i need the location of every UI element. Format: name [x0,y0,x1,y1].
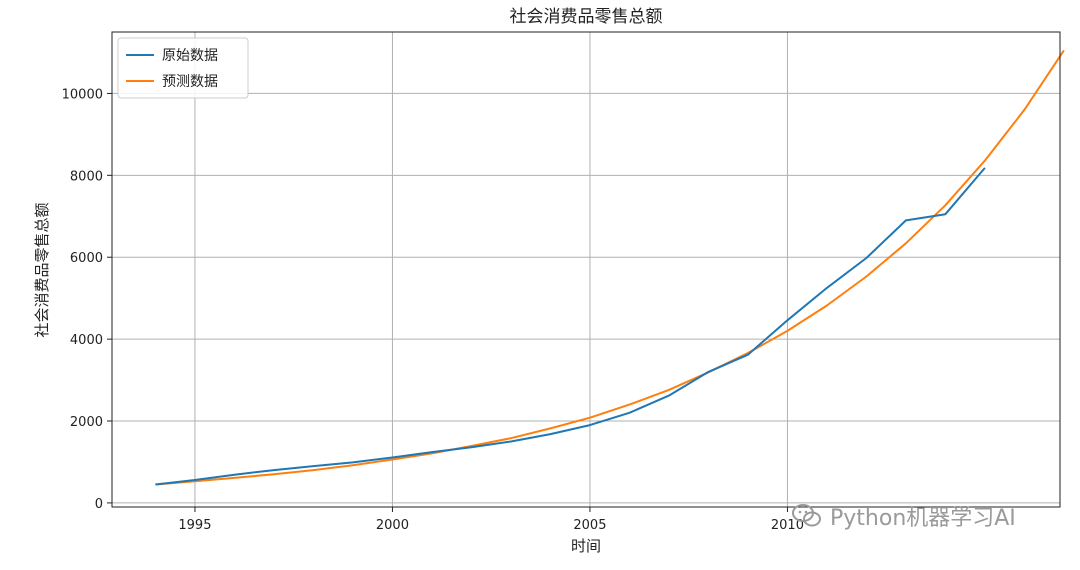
watermark-text: Python机器学习AI [830,506,1016,531]
y-tick-label: 0 [95,497,103,512]
series-layer [155,49,1065,486]
y-tick-label: 2000 [70,415,103,430]
x-axis-label: 时间 [571,537,601,555]
wechat-icon [792,504,821,527]
series-line-forecast [155,49,1065,486]
y-tick-label: 10000 [62,87,103,102]
x-tick-label: 2005 [573,518,606,533]
y-tick-label: 4000 [70,333,103,348]
y-axis: 0 2000 4000 6000 8000 10000 [62,87,112,512]
x-tick-label: 2000 [376,518,409,533]
y-axis-label: 社会消费品零售总额 [33,202,51,337]
legend-label-original: 原始数据 [162,48,218,64]
legend-box [117,37,249,99]
x-tick-label: 2010 [771,518,804,533]
grid-lines [112,32,1060,507]
watermark: Python机器学习AI [792,500,1016,532]
plot-frame [111,31,1061,508]
series-line-original [155,167,986,486]
legend: 原始数据 预测数据 [117,37,249,99]
chart-title: 社会消费品零售总额 [510,7,663,27]
legend-label-forecast: 预测数据 [162,74,218,90]
y-tick-label: 6000 [70,251,103,266]
x-tick-label: 1995 [178,518,211,533]
x-axis: 1995 2000 2005 2010 [178,507,804,533]
y-tick-label: 8000 [70,169,103,184]
